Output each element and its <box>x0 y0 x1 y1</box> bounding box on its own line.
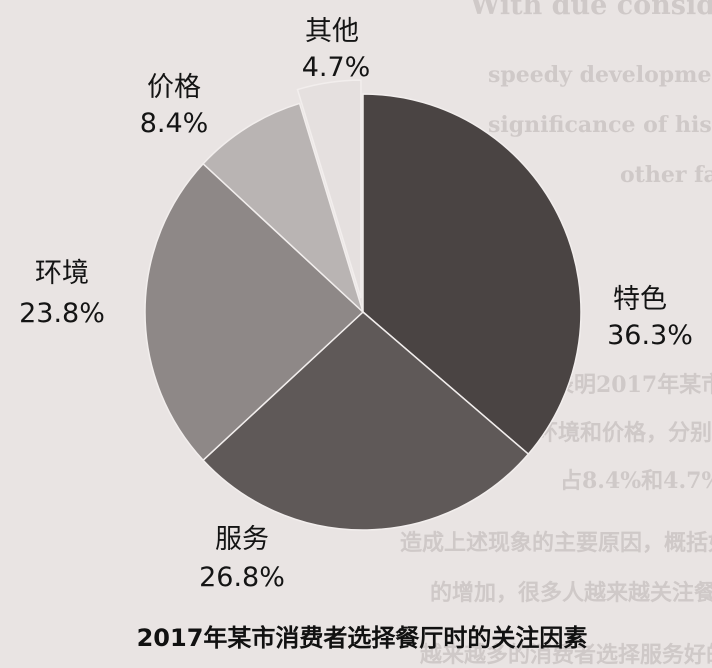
slice-value-特色: 36.3% <box>607 320 693 351</box>
slice-label-服务: 服务 <box>215 524 269 555</box>
pie-slice-特色 <box>362 93 582 456</box>
bg-zh-line: 造成上述现象的主要原因，概括如下。 <box>400 530 712 556</box>
slice-label-其他: 其他 <box>305 16 359 47</box>
slice-value-价格: 8.4% <box>140 108 209 139</box>
slice-value-其他: 4.7% <box>302 52 371 83</box>
bg-en-line: other fa <box>620 162 712 188</box>
pie-slice-其他 <box>296 79 362 299</box>
bg-zh-line: 越来越多的消费者选择服务好的餐厅 <box>419 642 712 668</box>
pie-slice-服务 <box>202 310 530 531</box>
slice-label-价格: 价格 <box>147 72 201 103</box>
bg-zh-line: 的增加，很多人越来越关注餐厅的特色，而不是 <box>430 580 712 606</box>
bg-en-line: With due consideration of all these <box>469 0 712 21</box>
slice-label-特色: 特色 <box>613 284 667 315</box>
bg-en-line: significance of historical aspect as wel… <box>488 112 712 138</box>
slice-value-环境: 23.8% <box>19 298 105 329</box>
bg-en-line: speedy development of our society, custo… <box>488 62 712 88</box>
slice-labels: 特色 36.3% 服务 26.8% 环境 23.8% 价格 8.4% 其他 4.… <box>19 16 693 593</box>
chart-title: 2017年某市消费者选择餐厅时的关注因素 <box>137 624 588 652</box>
pie-slice-环境 <box>144 162 365 462</box>
pie-chart <box>144 79 582 531</box>
slice-value-服务: 26.8% <box>199 562 285 593</box>
pie-slice-价格 <box>202 102 365 315</box>
bg-zh-line: 占8.4%和4.7%，其他因素最低的 <box>560 468 712 494</box>
slice-label-环境: 环境 <box>35 258 89 289</box>
